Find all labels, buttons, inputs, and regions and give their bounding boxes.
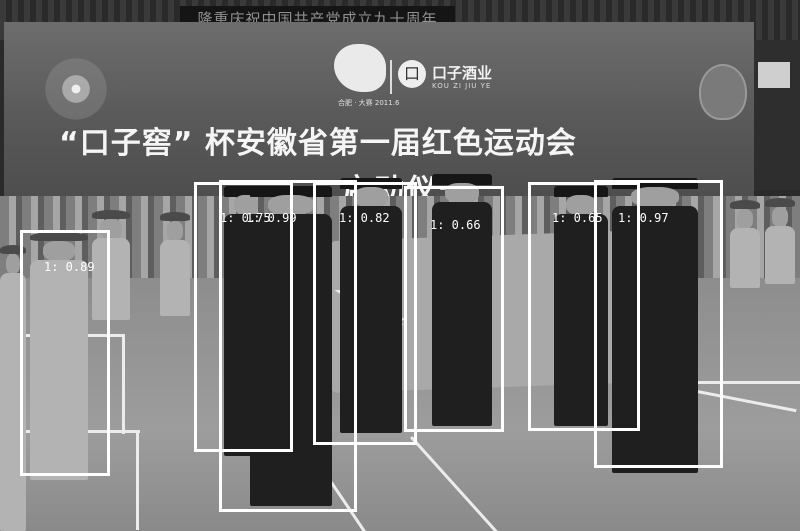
court-line xyxy=(122,334,125,434)
brand-logo-icon: 口 xyxy=(398,60,426,88)
performer xyxy=(92,210,130,320)
banner-headline: “口子窖” 杯安徽省第一届红色运动会 xyxy=(59,126,577,161)
detection-box xyxy=(528,182,640,431)
detection-box xyxy=(194,182,293,452)
firework-graphic xyxy=(26,44,126,134)
brand-divider xyxy=(390,60,392,94)
soldier xyxy=(432,174,492,426)
detection-label: 1: 0.82 xyxy=(339,211,390,225)
games-logo-year: 合肥 · 大赛 2011.6 xyxy=(338,99,400,107)
games-logo-emblem xyxy=(334,44,386,92)
detection-label: 1: 0.66 xyxy=(430,218,481,232)
performer xyxy=(160,212,190,316)
performer xyxy=(765,198,795,284)
court-line xyxy=(690,381,800,384)
event-banner: 合肥 · 大赛 2011.6 口 口子酒业 KOU ZI JIU YE “口子窖… xyxy=(4,22,754,210)
performer xyxy=(30,232,88,480)
soldier xyxy=(554,186,608,426)
court-line xyxy=(136,430,139,530)
window xyxy=(758,62,790,88)
detection-box xyxy=(313,182,417,445)
brand-pinyin: KOU ZI JIU YE xyxy=(432,82,492,90)
court-line xyxy=(410,435,500,531)
detection-label: 1: 0.99 xyxy=(246,211,297,225)
detection-box xyxy=(20,230,110,476)
detection-box xyxy=(404,186,504,432)
detection-box xyxy=(594,180,723,468)
performer xyxy=(730,200,760,288)
detection-box xyxy=(219,180,357,512)
detection-label: 1: 0.97 xyxy=(618,211,669,225)
brand-name: 口子酒业 xyxy=(432,64,493,82)
detection-label: 1: 0.75 xyxy=(220,211,271,225)
hot-air-balloon-graphic xyxy=(699,64,747,120)
detection-label: 1: 0.65 xyxy=(552,211,603,225)
detection-label: 1: 0.89 xyxy=(44,260,95,274)
